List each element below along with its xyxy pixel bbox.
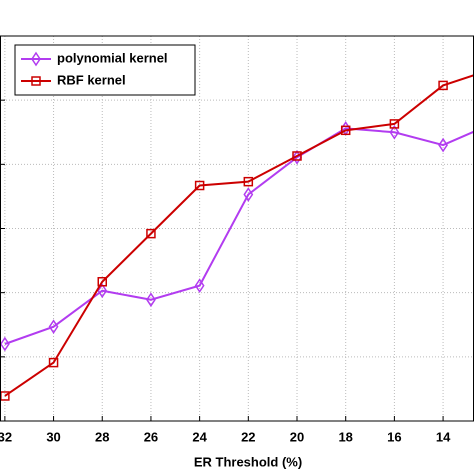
marker [31, 76, 41, 86]
x-tick-label: 30 [46, 429, 60, 444]
series-line [4, 74, 474, 397]
marker [48, 319, 59, 335]
x-axis-label: ER Threshold (%) [194, 454, 302, 469]
marker [292, 151, 302, 161]
legend-box [14, 44, 196, 96]
marker [31, 51, 41, 67]
marker [194, 278, 205, 293]
marker [438, 137, 448, 153]
marker [389, 119, 400, 129]
marker [194, 180, 205, 191]
marker [438, 80, 448, 91]
series-line [4, 127, 474, 345]
x-tick-label: 20 [290, 429, 304, 444]
marker [0, 336, 10, 352]
x-tick-label: 22 [241, 429, 255, 444]
x-tick-label: 18 [338, 429, 352, 444]
marker [146, 292, 156, 308]
x-tick-label: 24 [192, 429, 207, 444]
marker [389, 124, 400, 140]
marker [243, 176, 254, 187]
x-tick-label: 16 [387, 429, 401, 444]
x-tick-label: 32 [0, 429, 12, 444]
legend-label: polynomial kernel [57, 50, 168, 65]
x-tick-label: 26 [144, 429, 158, 444]
legend-label: RBF kernel [57, 72, 126, 87]
x-tick-label: 14 [436, 429, 451, 444]
marker [146, 228, 156, 239]
marker [243, 187, 254, 202]
marker [97, 283, 108, 299]
x-tick-label: 28 [95, 429, 109, 444]
marker [97, 277, 107, 287]
marker [48, 357, 59, 368]
marker [340, 125, 351, 136]
